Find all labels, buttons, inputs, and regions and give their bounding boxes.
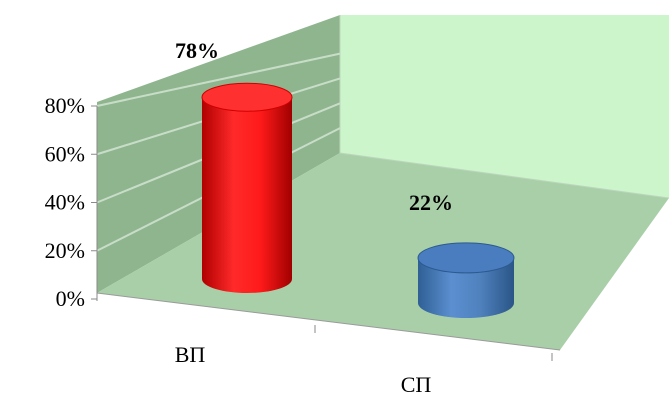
floor-edge-front (96, 292, 561, 351)
y-tick-label: 80% (45, 93, 85, 118)
category-label: СП (401, 372, 432, 397)
floor (97, 153, 669, 350)
y-tick-label: 0% (56, 286, 85, 311)
back-wall (340, 15, 669, 198)
data-labels: 78% 22% (175, 38, 453, 215)
y-tick-label: 40% (45, 190, 85, 215)
y-tick-label: 60% (45, 141, 85, 166)
bar-body (418, 257, 514, 318)
floor-edge-back (339, 152, 669, 199)
x-axis: ВП СП (96, 293, 553, 397)
category-label: ВП (175, 342, 206, 367)
data-label: 22% (409, 190, 453, 215)
y-tick-label: 20% (45, 238, 85, 263)
gridline (96, 52, 341, 107)
bar-body (202, 97, 292, 293)
bar-cylinder (417, 242, 515, 318)
bar-cylinder (201, 82, 293, 293)
y-axis: 0% 20% 40% 60% 80% (45, 93, 98, 311)
bar-top (201, 82, 293, 112)
cylinders (201, 82, 515, 318)
bar-top (417, 242, 515, 274)
data-label: 78% (175, 38, 219, 63)
